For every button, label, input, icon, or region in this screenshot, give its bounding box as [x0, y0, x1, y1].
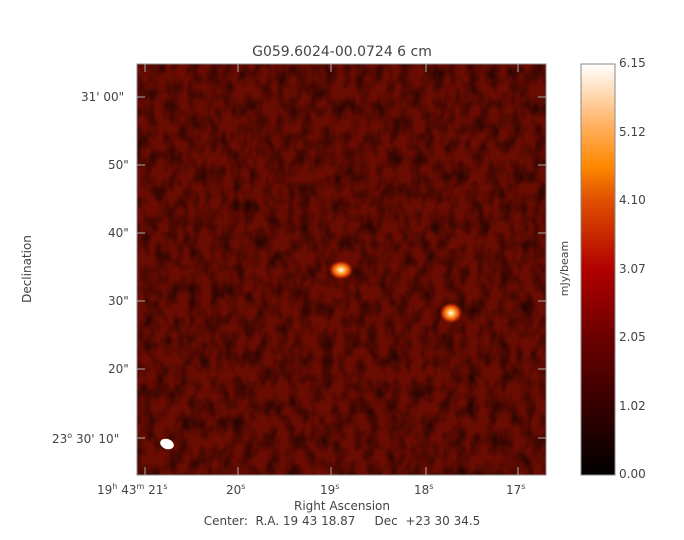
- colorbar-tick-label: 3.07: [619, 261, 646, 276]
- x-tick-label: 20s: [226, 482, 246, 497]
- y-tick-label: 31' 00": [81, 90, 125, 104]
- colorbar-tick-label: 5.12: [619, 124, 646, 139]
- image-panel: [136, 63, 547, 476]
- chart-title: G059.6024-00.0724 6 cm: [252, 44, 432, 60]
- beam-ellipse: [160, 438, 174, 450]
- x-axis-label: Right Ascension: [294, 499, 390, 513]
- y-tick-label: 30": [108, 294, 129, 308]
- x-tick-label: 17s: [506, 482, 526, 497]
- y-tick-label: 50": [108, 158, 129, 172]
- x-tick-label: 18s: [414, 482, 434, 497]
- colorbar-tick-label: 4.10: [619, 193, 646, 207]
- y-tick-label: 23o 30' 10": [52, 431, 120, 446]
- y-tick-label: 20": [108, 362, 129, 376]
- colorbar-tick-label: 6.15: [619, 56, 646, 70]
- colorbar: [580, 63, 616, 476]
- center-coordinates: Center: R.A. 19 43 18.87 Dec +23 30 34.5: [203, 514, 481, 528]
- colorbar-label: mJy/beam: [558, 240, 572, 297]
- colorbar-tick-label: 0.00: [619, 467, 646, 481]
- x-tick-label: 19s: [320, 482, 340, 497]
- colorbar-tick-label: 1.02: [619, 398, 646, 413]
- plot-frame: [136, 63, 547, 476]
- x-tick-label: 19h 43m 21s: [97, 482, 168, 497]
- source-1: [328, 260, 354, 280]
- colorbar-tick-label: 2.05: [619, 330, 646, 344]
- y-axis-label: Declination: [19, 235, 34, 303]
- y-tick-label: 40": [108, 226, 129, 240]
- source-2: [439, 302, 463, 324]
